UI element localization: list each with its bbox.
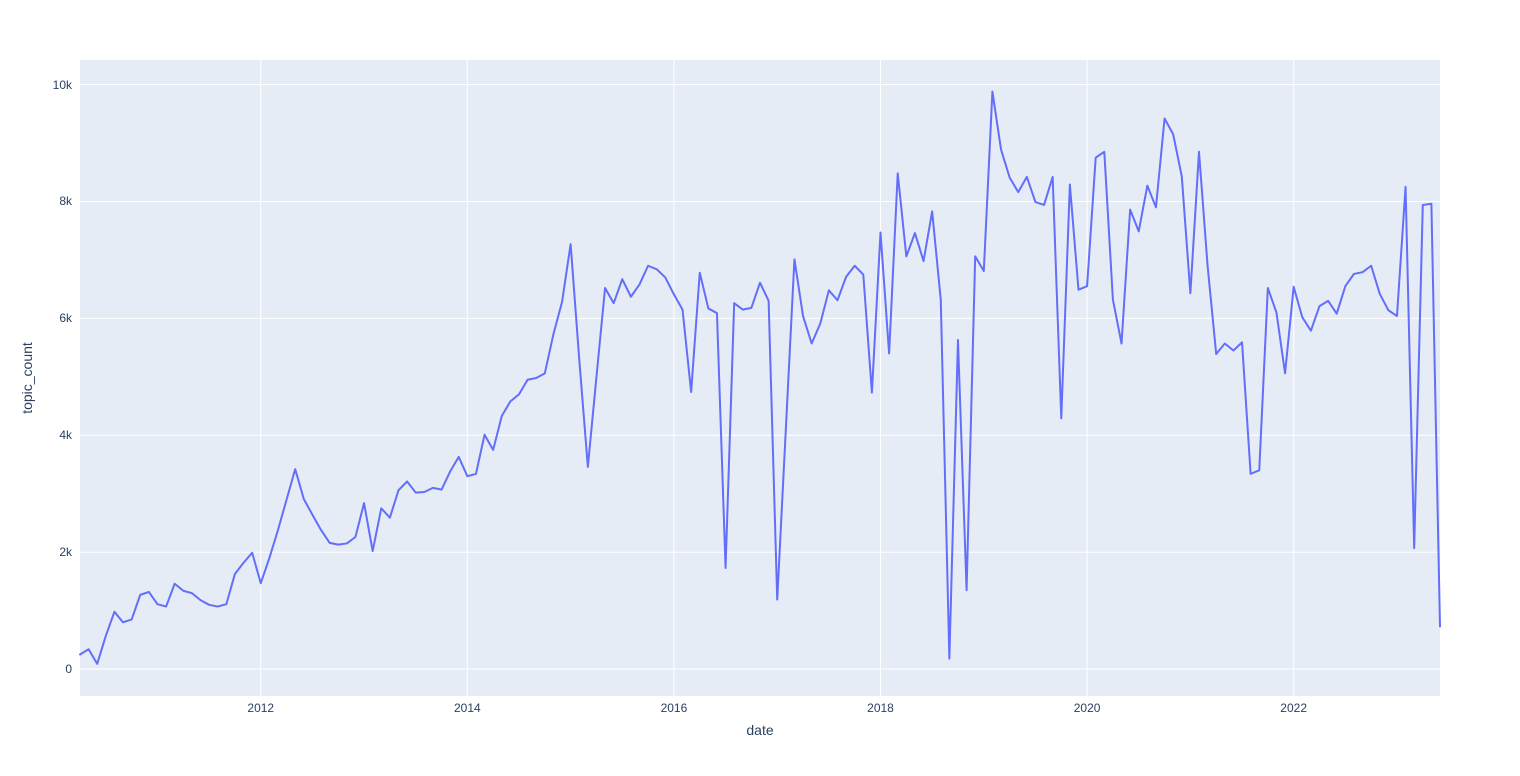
y-tick-label: 10k <box>52 77 72 92</box>
x-tick-label: 2020 <box>1073 701 1101 715</box>
x-axis-title: date <box>746 722 774 738</box>
y-tick-label: 8k <box>59 194 72 209</box>
x-tick-label: 2012 <box>247 701 275 715</box>
x-tick-label: 2014 <box>453 701 481 715</box>
y-axis-title: topic_count <box>19 342 35 414</box>
y-tick-label: 0 <box>65 662 72 677</box>
x-tick-label: 2016 <box>660 701 688 715</box>
y-tick-label: 4k <box>59 428 72 443</box>
topic-count-line <box>79 90 1441 665</box>
x-tick-label: 2022 <box>1280 701 1308 715</box>
y-tick-label: 2k <box>59 545 72 560</box>
plot-area <box>80 60 1440 696</box>
x-tick-label: 2018 <box>867 701 894 715</box>
y-tick-label: 6k <box>59 311 72 326</box>
